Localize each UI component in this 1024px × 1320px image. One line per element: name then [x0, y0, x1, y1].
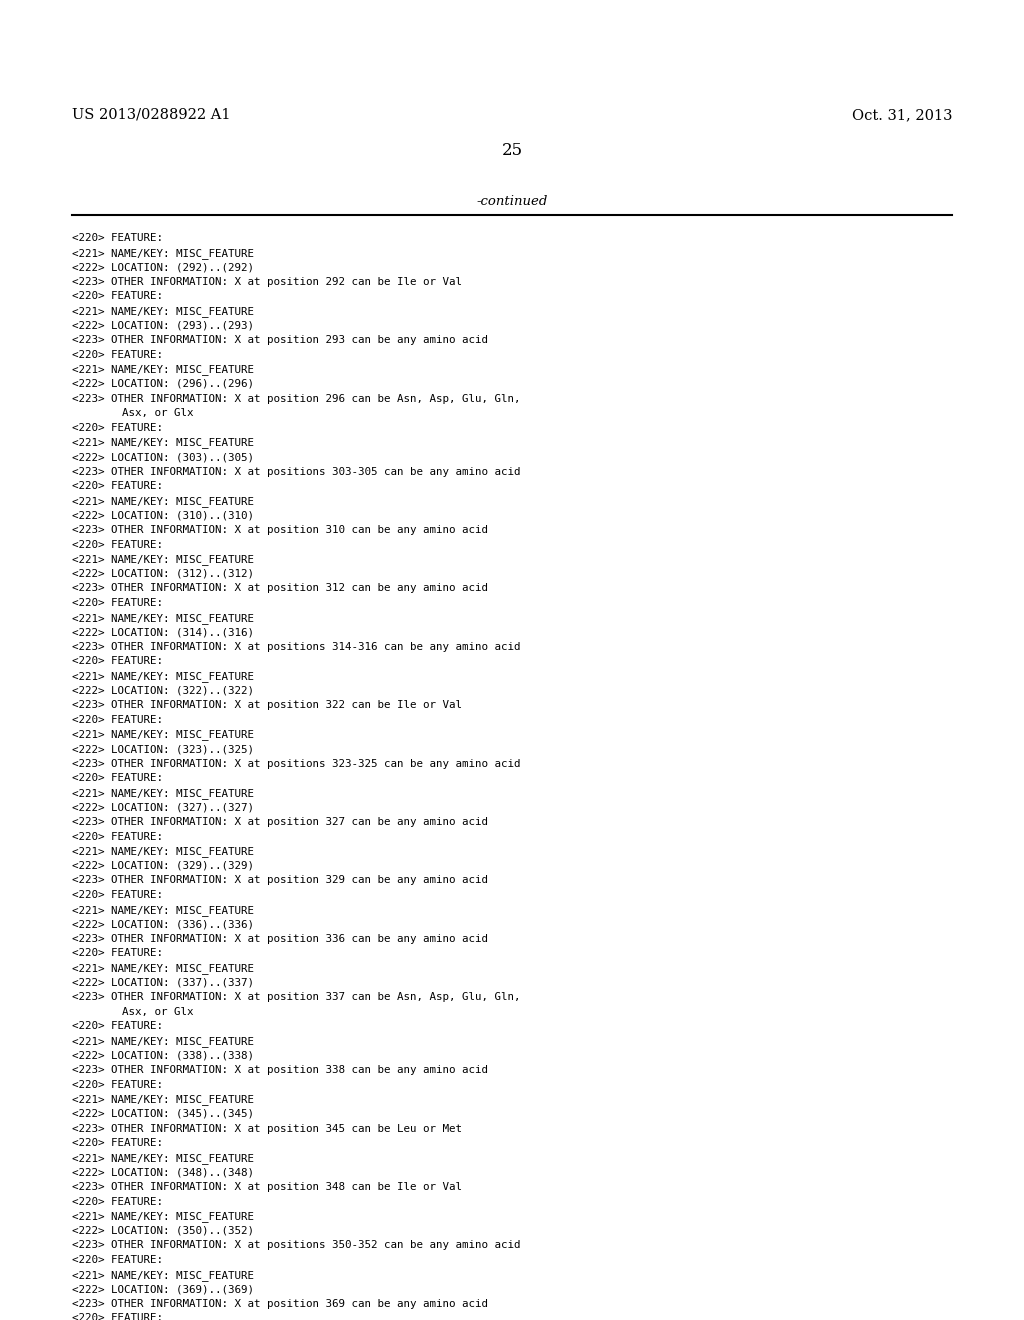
- Text: <222> LOCATION: (322)..(322): <222> LOCATION: (322)..(322): [72, 685, 254, 696]
- Text: <221> NAME/KEY: MISC_FEATURE: <221> NAME/KEY: MISC_FEATURE: [72, 788, 254, 799]
- Text: <221> NAME/KEY: MISC_FEATURE: <221> NAME/KEY: MISC_FEATURE: [72, 671, 254, 682]
- Text: 25: 25: [502, 143, 522, 158]
- Text: <221> NAME/KEY: MISC_FEATURE: <221> NAME/KEY: MISC_FEATURE: [72, 1094, 254, 1105]
- Text: <223> OTHER INFORMATION: X at position 336 can be any amino acid: <223> OTHER INFORMATION: X at position 3…: [72, 933, 488, 944]
- Text: <223> OTHER INFORMATION: X at position 329 can be any amino acid: <223> OTHER INFORMATION: X at position 3…: [72, 875, 488, 886]
- Text: <220> FEATURE:: <220> FEATURE:: [72, 1313, 163, 1320]
- Text: Asx, or Glx: Asx, or Glx: [122, 1007, 194, 1016]
- Text: <222> LOCATION: (329)..(329): <222> LOCATION: (329)..(329): [72, 861, 254, 871]
- Text: <223> OTHER INFORMATION: X at position 292 can be Ile or Val: <223> OTHER INFORMATION: X at position 2…: [72, 277, 462, 286]
- Text: <223> OTHER INFORMATION: X at position 337 can be Asn, Asp, Glu, Gln,: <223> OTHER INFORMATION: X at position 3…: [72, 993, 520, 1002]
- Text: <222> LOCATION: (312)..(312): <222> LOCATION: (312)..(312): [72, 569, 254, 578]
- Text: <223> OTHER INFORMATION: X at position 338 can be any amino acid: <223> OTHER INFORMATION: X at position 3…: [72, 1065, 488, 1076]
- Text: <223> OTHER INFORMATION: X at position 293 can be any amino acid: <223> OTHER INFORMATION: X at position 2…: [72, 335, 488, 346]
- Text: <221> NAME/KEY: MISC_FEATURE: <221> NAME/KEY: MISC_FEATURE: [72, 1212, 254, 1222]
- Text: <221> NAME/KEY: MISC_FEATURE: <221> NAME/KEY: MISC_FEATURE: [72, 730, 254, 741]
- Text: <222> LOCATION: (350)..(352): <222> LOCATION: (350)..(352): [72, 1226, 254, 1236]
- Text: <223> OTHER INFORMATION: X at position 310 can be any amino acid: <223> OTHER INFORMATION: X at position 3…: [72, 525, 488, 535]
- Text: <221> NAME/KEY: MISC_FEATURE: <221> NAME/KEY: MISC_FEATURE: [72, 496, 254, 507]
- Text: <223> OTHER INFORMATION: X at positions 323-325 can be any amino acid: <223> OTHER INFORMATION: X at positions …: [72, 759, 520, 768]
- Text: <220> FEATURE:: <220> FEATURE:: [72, 890, 163, 900]
- Text: <222> LOCATION: (292)..(292): <222> LOCATION: (292)..(292): [72, 263, 254, 272]
- Text: <222> LOCATION: (337)..(337): <222> LOCATION: (337)..(337): [72, 978, 254, 987]
- Text: <223> OTHER INFORMATION: X at position 369 can be any amino acid: <223> OTHER INFORMATION: X at position 3…: [72, 1299, 488, 1309]
- Text: <223> OTHER INFORMATION: X at position 348 can be Ile or Val: <223> OTHER INFORMATION: X at position 3…: [72, 1181, 462, 1192]
- Text: <220> FEATURE:: <220> FEATURE:: [72, 1197, 163, 1206]
- Text: <222> LOCATION: (296)..(296): <222> LOCATION: (296)..(296): [72, 379, 254, 389]
- Text: <222> LOCATION: (310)..(310): <222> LOCATION: (310)..(310): [72, 511, 254, 520]
- Text: <221> NAME/KEY: MISC_FEATURE: <221> NAME/KEY: MISC_FEATURE: [72, 904, 254, 916]
- Text: <222> LOCATION: (345)..(345): <222> LOCATION: (345)..(345): [72, 1109, 254, 1119]
- Text: <221> NAME/KEY: MISC_FEATURE: <221> NAME/KEY: MISC_FEATURE: [72, 1270, 254, 1280]
- Text: <221> NAME/KEY: MISC_FEATURE: <221> NAME/KEY: MISC_FEATURE: [72, 437, 254, 449]
- Text: <222> LOCATION: (323)..(325): <222> LOCATION: (323)..(325): [72, 744, 254, 754]
- Text: <221> NAME/KEY: MISC_FEATURE: <221> NAME/KEY: MISC_FEATURE: [72, 964, 254, 974]
- Text: <220> FEATURE:: <220> FEATURE:: [72, 1022, 163, 1031]
- Text: <221> NAME/KEY: MISC_FEATURE: <221> NAME/KEY: MISC_FEATURE: [72, 364, 254, 375]
- Text: <220> FEATURE:: <220> FEATURE:: [72, 774, 163, 783]
- Text: -continued: -continued: [476, 195, 548, 209]
- Text: US 2013/0288922 A1: US 2013/0288922 A1: [72, 108, 230, 121]
- Text: <220> FEATURE:: <220> FEATURE:: [72, 1138, 163, 1148]
- Text: <221> NAME/KEY: MISC_FEATURE: <221> NAME/KEY: MISC_FEATURE: [72, 554, 254, 565]
- Text: <223> OTHER INFORMATION: X at position 345 can be Leu or Met: <223> OTHER INFORMATION: X at position 3…: [72, 1123, 462, 1134]
- Text: <220> FEATURE:: <220> FEATURE:: [72, 1255, 163, 1265]
- Text: <223> OTHER INFORMATION: X at position 312 can be any amino acid: <223> OTHER INFORMATION: X at position 3…: [72, 583, 488, 594]
- Text: <220> FEATURE:: <220> FEATURE:: [72, 948, 163, 958]
- Text: <220> FEATURE:: <220> FEATURE:: [72, 350, 163, 360]
- Text: <221> NAME/KEY: MISC_FEATURE: <221> NAME/KEY: MISC_FEATURE: [72, 846, 254, 857]
- Text: <221> NAME/KEY: MISC_FEATURE: <221> NAME/KEY: MISC_FEATURE: [72, 1036, 254, 1047]
- Text: <220> FEATURE:: <220> FEATURE:: [72, 715, 163, 725]
- Text: <223> OTHER INFORMATION: X at positions 303-305 can be any amino acid: <223> OTHER INFORMATION: X at positions …: [72, 466, 520, 477]
- Text: <223> OTHER INFORMATION: X at position 296 can be Asn, Asp, Glu, Gln,: <223> OTHER INFORMATION: X at position 2…: [72, 393, 520, 404]
- Text: <220> FEATURE:: <220> FEATURE:: [72, 234, 163, 243]
- Text: <223> OTHER INFORMATION: X at positions 314-316 can be any amino acid: <223> OTHER INFORMATION: X at positions …: [72, 642, 520, 652]
- Text: <222> LOCATION: (327)..(327): <222> LOCATION: (327)..(327): [72, 803, 254, 812]
- Text: <222> LOCATION: (303)..(305): <222> LOCATION: (303)..(305): [72, 451, 254, 462]
- Text: <220> FEATURE:: <220> FEATURE:: [72, 598, 163, 609]
- Text: <222> LOCATION: (369)..(369): <222> LOCATION: (369)..(369): [72, 1284, 254, 1294]
- Text: <222> LOCATION: (348)..(348): <222> LOCATION: (348)..(348): [72, 1167, 254, 1177]
- Text: <220> FEATURE:: <220> FEATURE:: [72, 482, 163, 491]
- Text: <220> FEATURE:: <220> FEATURE:: [72, 832, 163, 842]
- Text: <221> NAME/KEY: MISC_FEATURE: <221> NAME/KEY: MISC_FEATURE: [72, 612, 254, 623]
- Text: <221> NAME/KEY: MISC_FEATURE: <221> NAME/KEY: MISC_FEATURE: [72, 1152, 254, 1164]
- Text: <222> LOCATION: (336)..(336): <222> LOCATION: (336)..(336): [72, 919, 254, 929]
- Text: <223> OTHER INFORMATION: X at position 327 can be any amino acid: <223> OTHER INFORMATION: X at position 3…: [72, 817, 488, 828]
- Text: <220> FEATURE:: <220> FEATURE:: [72, 656, 163, 667]
- Text: <220> FEATURE:: <220> FEATURE:: [72, 1080, 163, 1090]
- Text: Asx, or Glx: Asx, or Glx: [122, 408, 194, 418]
- Text: <220> FEATURE:: <220> FEATURE:: [72, 422, 163, 433]
- Text: <221> NAME/KEY: MISC_FEATURE: <221> NAME/KEY: MISC_FEATURE: [72, 306, 254, 317]
- Text: Oct. 31, 2013: Oct. 31, 2013: [852, 108, 952, 121]
- Text: <223> OTHER INFORMATION: X at position 322 can be Ile or Val: <223> OTHER INFORMATION: X at position 3…: [72, 700, 462, 710]
- Text: <222> LOCATION: (293)..(293): <222> LOCATION: (293)..(293): [72, 321, 254, 330]
- Text: <222> LOCATION: (338)..(338): <222> LOCATION: (338)..(338): [72, 1051, 254, 1060]
- Text: <223> OTHER INFORMATION: X at positions 350-352 can be any amino acid: <223> OTHER INFORMATION: X at positions …: [72, 1241, 520, 1250]
- Text: <221> NAME/KEY: MISC_FEATURE: <221> NAME/KEY: MISC_FEATURE: [72, 248, 254, 259]
- Text: <222> LOCATION: (314)..(316): <222> LOCATION: (314)..(316): [72, 627, 254, 638]
- Text: <220> FEATURE:: <220> FEATURE:: [72, 292, 163, 301]
- Text: <220> FEATURE:: <220> FEATURE:: [72, 540, 163, 549]
